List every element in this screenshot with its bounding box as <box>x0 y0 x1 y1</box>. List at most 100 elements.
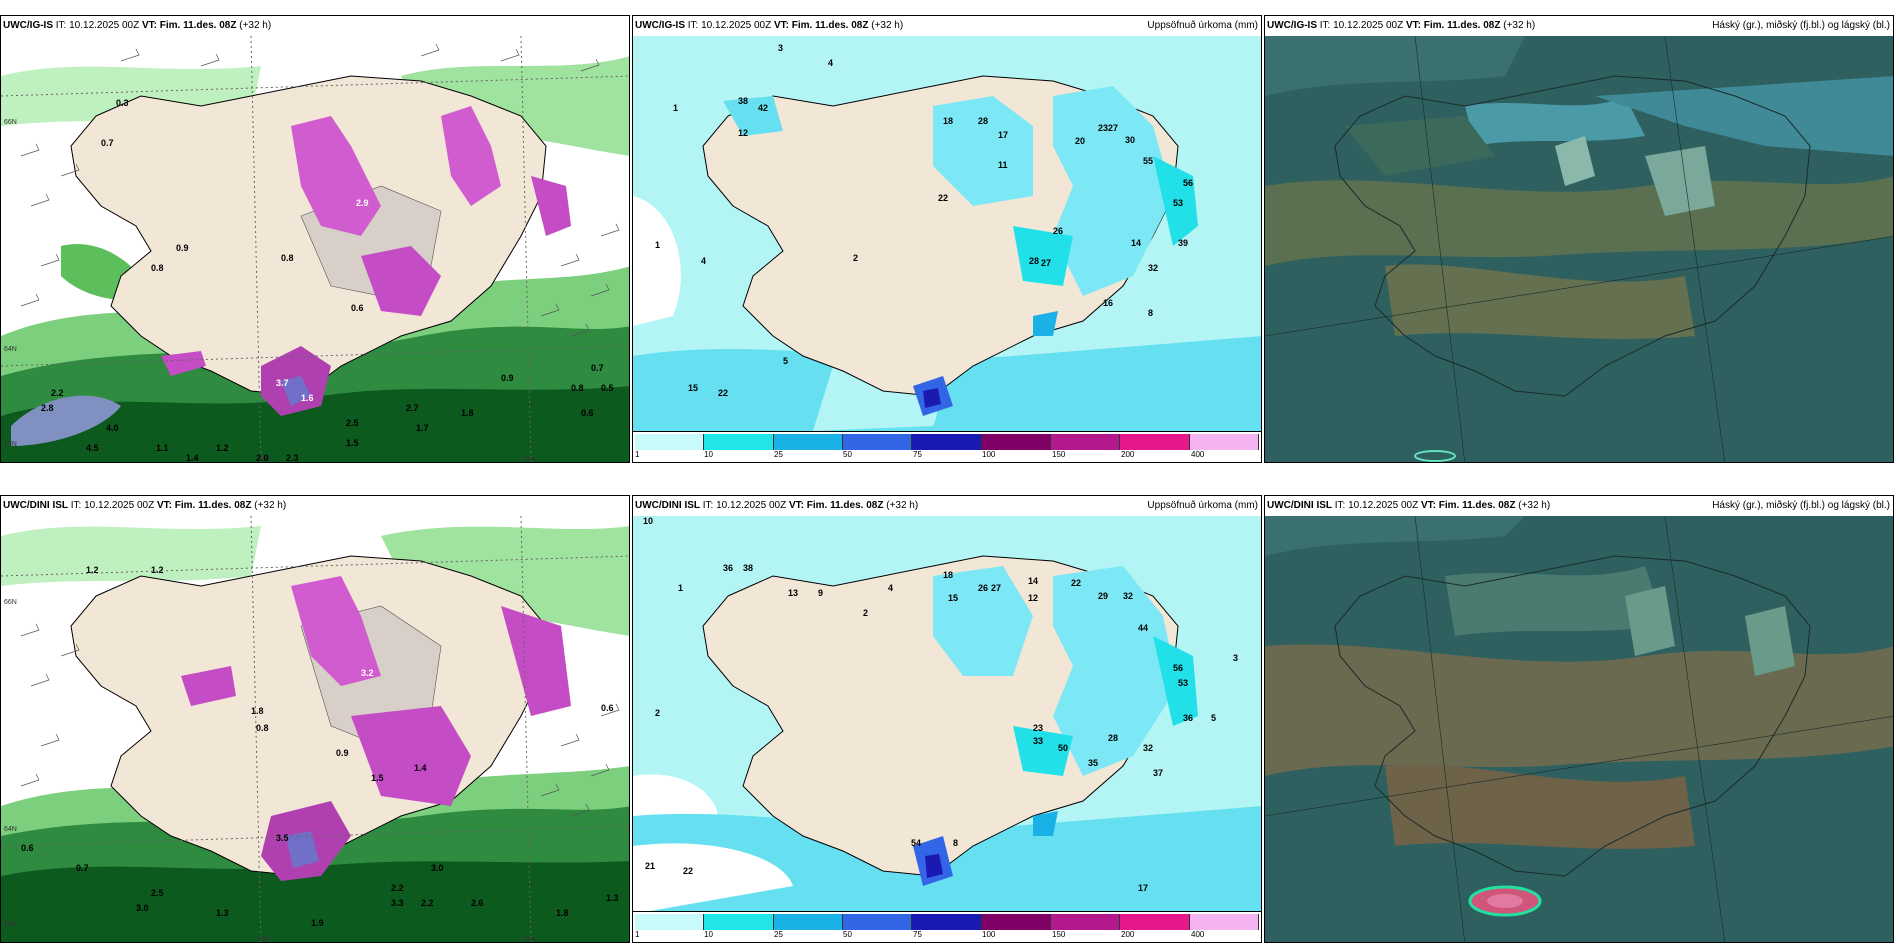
legend-label: 400 <box>1191 930 1205 939</box>
svg-text:1.4: 1.4 <box>186 453 199 463</box>
svg-text:0.5: 0.5 <box>601 383 614 393</box>
svg-text:2.2: 2.2 <box>421 898 434 908</box>
legend-label: 200 <box>1121 450 1135 459</box>
svg-text:0.6: 0.6 <box>351 303 364 313</box>
legend-box <box>912 434 982 450</box>
legend-color-boxes <box>635 914 1259 930</box>
svg-text:1.8: 1.8 <box>556 908 569 918</box>
legend-box <box>1189 434 1259 450</box>
wind-precip-map: 66N 64N 63N 20W 15W 0.3 0.7 0.9 0.8 2.2 … <box>1 36 629 463</box>
svg-text:27: 27 <box>1108 123 1118 133</box>
svg-text:0.6: 0.6 <box>21 843 34 853</box>
svg-text:1: 1 <box>678 583 683 593</box>
svg-text:32: 32 <box>1143 743 1153 753</box>
legend-label: 100 <box>982 930 996 939</box>
legend-label: 10 <box>704 450 713 459</box>
panel-header: UWC/IG-IS IT: 10.12.2025 00Z VT: Fim. 11… <box>1 16 629 36</box>
svg-text:3.2: 3.2 <box>361 668 374 678</box>
svg-text:27: 27 <box>1041 258 1051 268</box>
svg-text:3.0: 3.0 <box>136 903 149 913</box>
svg-text:23: 23 <box>1098 123 1108 133</box>
panel-header: UWC/IG-IS IT: 10.12.2025 00Z VT: Fim. 11… <box>633 16 1261 36</box>
svg-text:8: 8 <box>953 838 958 848</box>
legend-box <box>842 434 913 450</box>
svg-text:5: 5 <box>783 356 788 366</box>
svg-text:66N: 66N <box>4 119 17 126</box>
svg-text:3.5: 3.5 <box>276 833 289 843</box>
svg-text:0.8: 0.8 <box>571 383 584 393</box>
svg-text:20W: 20W <box>256 936 271 943</box>
panel-cloud-cover-2: UWC/DINI ISL IT: 10.12.2025 00Z VT: Fim.… <box>1264 495 1894 943</box>
svg-text:4.0: 4.0 <box>106 423 119 433</box>
legend-label: 400 <box>1191 450 1205 459</box>
svg-text:28: 28 <box>1108 733 1118 743</box>
legend-box <box>981 914 1051 930</box>
svg-text:26: 26 <box>1053 226 1063 236</box>
svg-text:44: 44 <box>1138 623 1148 633</box>
legend-label: 1 <box>635 450 640 459</box>
svg-text:15W: 15W <box>521 456 536 463</box>
svg-text:20W: 20W <box>256 456 271 463</box>
svg-text:0.9: 0.9 <box>336 748 349 758</box>
panel-header: UWC/IG-IS IT: 10.12.2025 00Z VT: Fim. 11… <box>1265 16 1893 36</box>
svg-text:53: 53 <box>1173 198 1183 208</box>
legend-label: 100 <box>982 450 996 459</box>
map5-labels: 10 1 36 38 13 9 2 4 18 15 26 27 14 12 22… <box>643 516 1238 893</box>
svg-text:15W: 15W <box>521 936 536 943</box>
legend-label: 1 <box>635 930 640 939</box>
svg-text:1.8: 1.8 <box>251 706 264 716</box>
legend-labels: 1 10 25 50 75 100 150 200 400 <box>633 930 1261 942</box>
legend-label: 150 <box>1052 930 1066 939</box>
svg-text:16: 16 <box>1103 298 1113 308</box>
svg-text:4: 4 <box>888 583 893 593</box>
wind-precip-map: 66N 64N 63N 20W 15W 1.2 1.2 1.8 0.6 0.7 … <box>1 516 629 943</box>
svg-text:2.6: 2.6 <box>471 898 484 908</box>
svg-text:0.9: 0.9 <box>176 243 189 253</box>
svg-text:22: 22 <box>683 866 693 876</box>
precip-legend: 1 10 25 50 75 100 150 200 400 <box>633 911 1261 942</box>
panel-wind-precip-2: UWC/DINI ISL IT: 10.12.2025 00Z VT: Fim.… <box>0 495 630 943</box>
svg-text:0.7: 0.7 <box>591 363 604 373</box>
svg-text:1.5: 1.5 <box>371 773 384 783</box>
svg-text:56: 56 <box>1183 178 1193 188</box>
legend-box <box>842 914 913 930</box>
svg-text:53: 53 <box>1178 678 1188 688</box>
svg-text:13: 13 <box>788 588 798 598</box>
legend-label: 200 <box>1121 930 1135 939</box>
svg-text:35: 35 <box>1088 758 1098 768</box>
legend-box <box>981 434 1051 450</box>
svg-text:30: 30 <box>1125 135 1135 145</box>
svg-text:39: 39 <box>1178 238 1188 248</box>
svg-text:10: 10 <box>643 516 653 526</box>
panel-precip-accum-2: UWC/DINI ISL IT: 10.12.2025 00Z VT: Fim.… <box>632 495 1262 943</box>
svg-text:1.3: 1.3 <box>216 908 229 918</box>
svg-text:0.8: 0.8 <box>256 723 269 733</box>
precip-legend: 1 10 25 50 75 100 150 200 400 <box>633 431 1261 462</box>
svg-text:2.0: 2.0 <box>256 453 269 463</box>
precip-accum-map: 10 1 36 38 13 9 2 4 18 15 26 27 14 12 22… <box>633 516 1261 942</box>
svg-text:1.2: 1.2 <box>151 565 164 575</box>
svg-text:22: 22 <box>718 388 728 398</box>
svg-text:0.7: 0.7 <box>76 863 89 873</box>
svg-text:1.1: 1.1 <box>156 443 169 453</box>
legend-labels: 1 10 25 50 75 100 150 200 400 <box>633 450 1261 462</box>
svg-text:1.5: 1.5 <box>346 438 359 448</box>
svg-text:20: 20 <box>1075 136 1085 146</box>
svg-text:38: 38 <box>743 563 753 573</box>
svg-text:12: 12 <box>738 128 748 138</box>
svg-text:42: 42 <box>758 103 768 113</box>
svg-text:1.2: 1.2 <box>216 443 229 453</box>
svg-text:12: 12 <box>1028 593 1038 603</box>
svg-text:15: 15 <box>948 593 958 603</box>
svg-text:2: 2 <box>655 708 660 718</box>
svg-text:50: 50 <box>1058 743 1068 753</box>
svg-text:2.7: 2.7 <box>406 403 419 413</box>
legend-label: 75 <box>913 930 922 939</box>
legend-label: 25 <box>774 450 783 459</box>
legend-box <box>773 914 843 930</box>
svg-text:22: 22 <box>1071 578 1081 588</box>
svg-text:11: 11 <box>998 160 1008 170</box>
svg-text:3: 3 <box>1233 653 1238 663</box>
svg-text:14: 14 <box>1131 238 1141 248</box>
svg-text:17: 17 <box>1138 883 1148 893</box>
